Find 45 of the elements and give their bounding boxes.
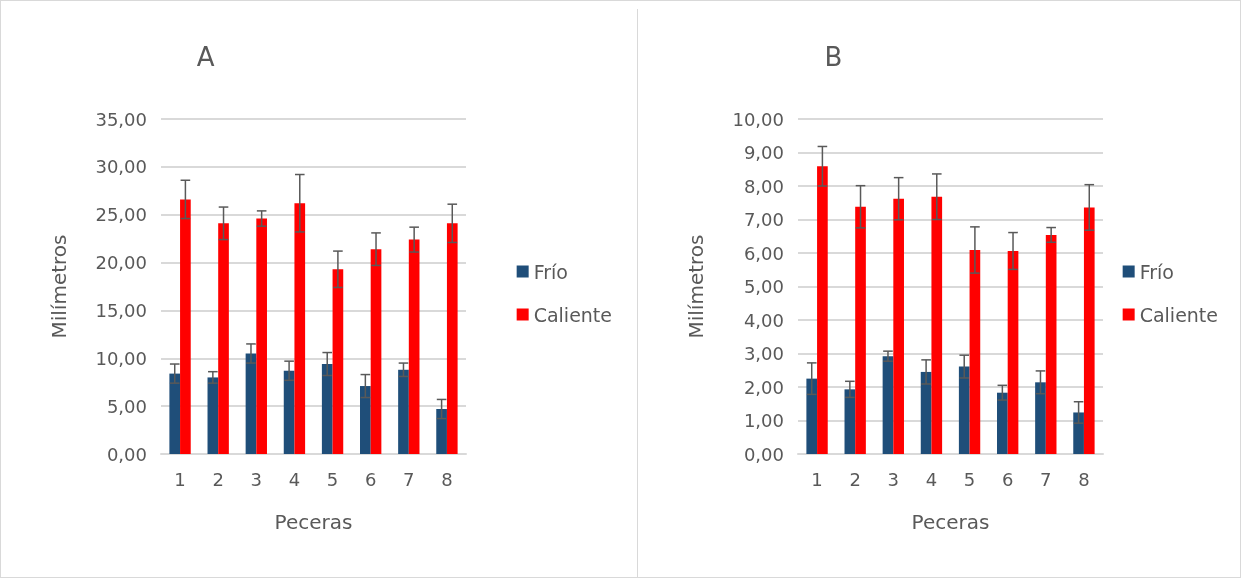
- y-tick-label: 0,00: [106, 443, 147, 465]
- x-tick-label: 4: [288, 468, 301, 490]
- x-axis-title: Peceras: [274, 510, 353, 534]
- y-tick-label: 7,00: [743, 209, 784, 230]
- x-tick-label: 7: [403, 468, 415, 490]
- x-tick-label: 2: [212, 468, 224, 490]
- x-tick-label: 3: [250, 468, 263, 490]
- chart-title: B: [824, 42, 843, 72]
- y-tick-label: 25,00: [95, 204, 147, 226]
- x-axis-title: Peceras: [911, 510, 990, 534]
- chart-title: A: [196, 42, 215, 72]
- y-tick-label: 3,00: [743, 343, 784, 364]
- legend-label: Caliente: [1139, 303, 1219, 326]
- y-tick-label: 8,00: [743, 175, 784, 197]
- y-tick-label: 5,00: [743, 276, 784, 297]
- y-axis-title: Milímetros: [684, 234, 708, 339]
- y-tick-label: 20,00: [95, 252, 147, 274]
- y-tick-label: 35,00: [95, 108, 147, 130]
- y-tick-label: 15,00: [95, 299, 147, 321]
- x-tick-label: 8: [441, 468, 453, 490]
- x-tick-label: 5: [963, 468, 976, 490]
- y-tick-label: 5,00: [106, 395, 147, 417]
- y-tick-label: 2,00: [743, 376, 784, 398]
- x-tick-label: 7: [1040, 468, 1052, 490]
- y-tick-label: 10,00: [732, 108, 784, 130]
- legend-label: Frío: [1139, 260, 1174, 283]
- y-tick-label: 1,00: [743, 410, 784, 431]
- x-tick-label: 8: [1078, 468, 1090, 490]
- y-tick-label: 10,00: [95, 347, 147, 369]
- legend-label: Frío: [533, 260, 568, 283]
- y-axis-title: Milímetros: [47, 234, 71, 339]
- x-tick-label: 2: [849, 468, 861, 490]
- x-tick-label: 3: [887, 468, 900, 490]
- y-tick-label: 6,00: [743, 242, 784, 264]
- x-tick-label: 4: [925, 468, 938, 490]
- x-tick-label: 5: [326, 468, 339, 490]
- x-tick-label: 1: [174, 468, 186, 490]
- y-tick-label: 9,00: [743, 142, 784, 163]
- x-tick-label: 1: [811, 468, 823, 490]
- x-tick-label: 6: [364, 468, 377, 490]
- y-tick-label: 4,00: [743, 309, 784, 331]
- y-tick-label: 0,00: [743, 443, 784, 465]
- x-tick-label: 6: [1001, 468, 1014, 490]
- y-tick-label: 30,00: [95, 156, 147, 178]
- legend-label: Caliente: [533, 303, 613, 326]
